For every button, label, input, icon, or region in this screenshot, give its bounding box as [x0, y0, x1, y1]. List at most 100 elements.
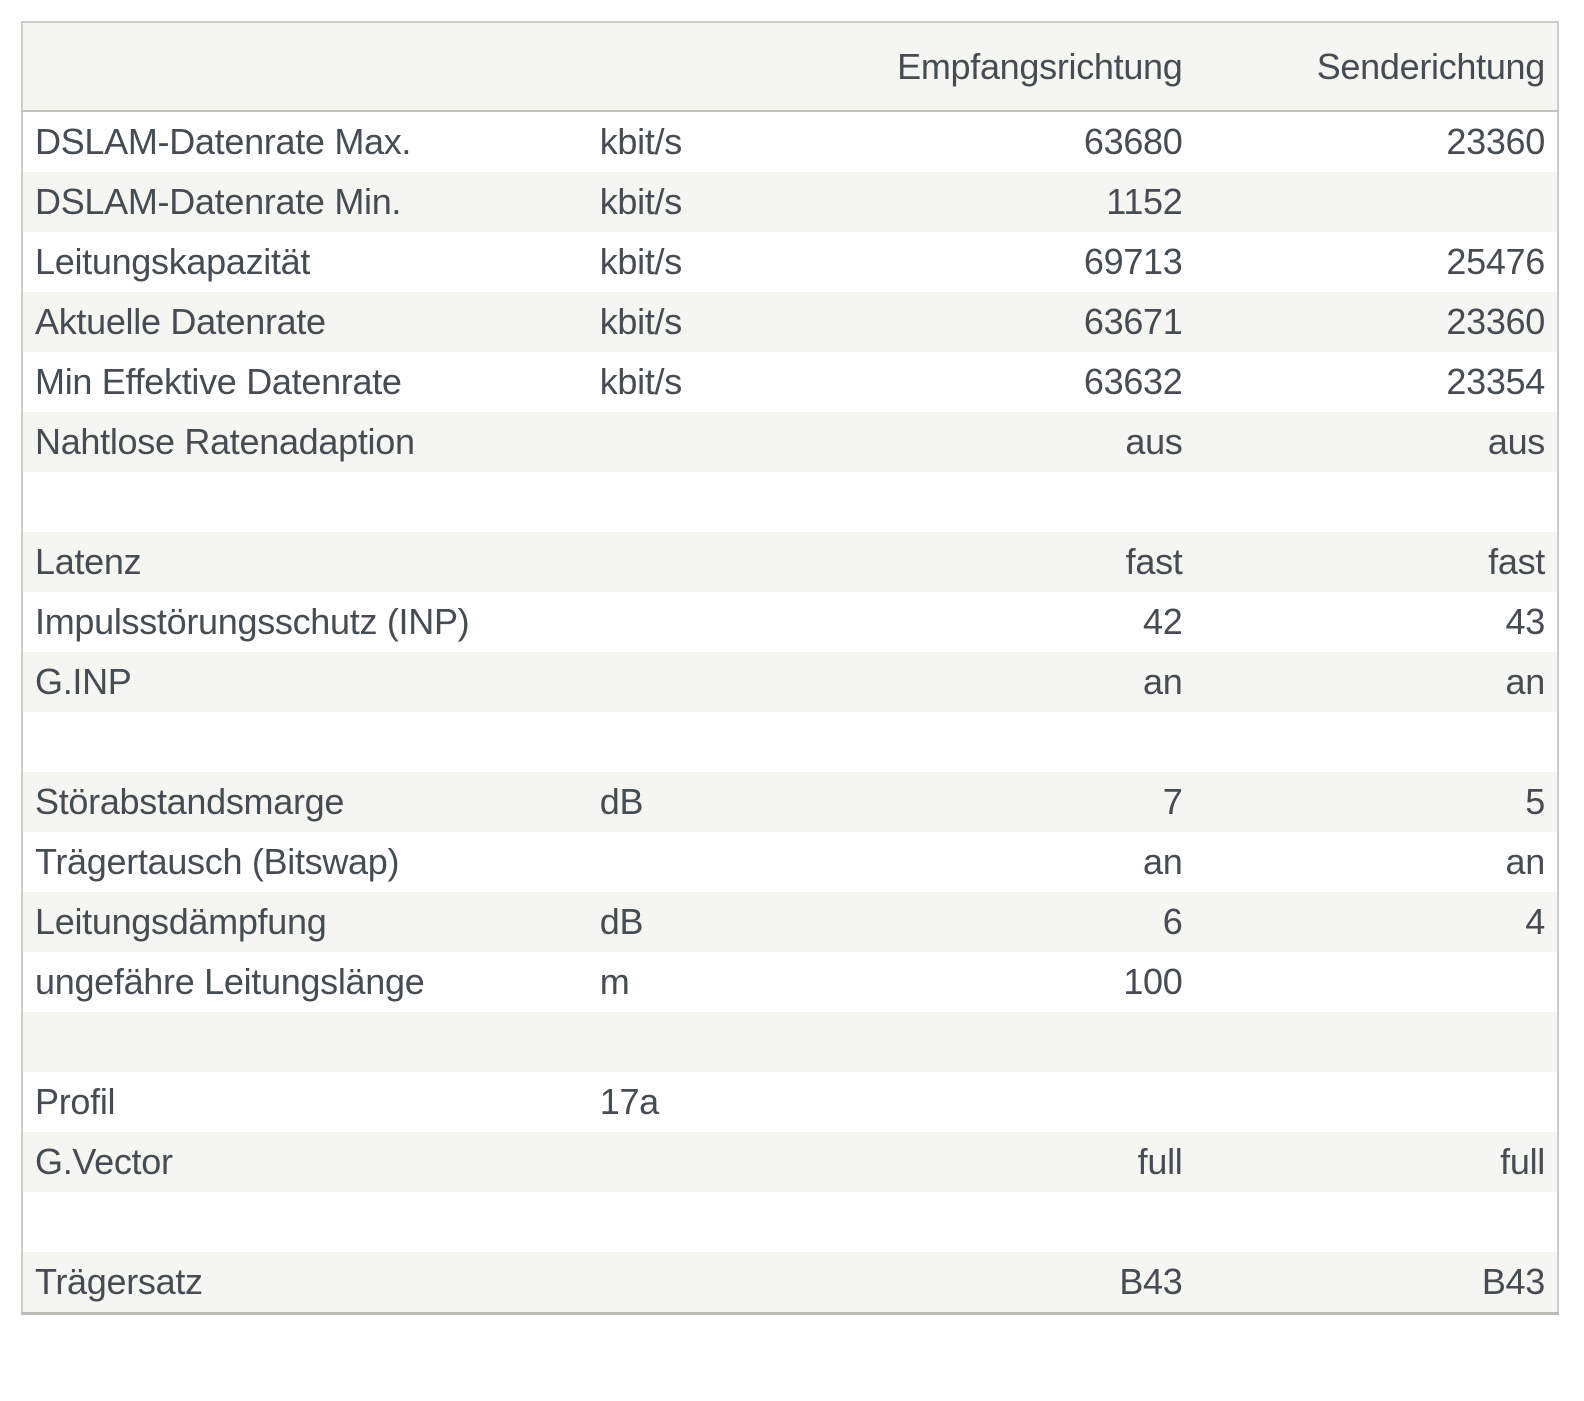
- cell-label: G.Vector: [35, 1141, 173, 1182]
- cell-label: Trägersatz: [35, 1261, 203, 1302]
- cell-senderichtung: 5: [1525, 781, 1545, 822]
- cell-empfangsrichtung: B43: [1119, 1261, 1183, 1302]
- cell-label: Min Effektive Datenrate: [35, 361, 402, 402]
- cell-empfangsrichtung: [884, 1012, 1194, 1072]
- header-senderichtung: Senderichtung: [1194, 22, 1558, 112]
- cell-senderichtung: an: [1505, 661, 1546, 702]
- cell-senderichtung: 43: [1505, 601, 1546, 642]
- cell-empfangsrichtung: [884, 1192, 1194, 1252]
- cell-senderichtung: aus: [1487, 421, 1545, 462]
- table-row: Trägertausch (Bitswap) an an: [22, 832, 1558, 892]
- cell-label: [22, 1192, 588, 1252]
- cell-empfangsrichtung: 100: [1123, 961, 1183, 1002]
- cell-label: [22, 712, 588, 772]
- table-row: [22, 712, 1558, 772]
- cell-senderichtung: 23360: [1446, 121, 1545, 162]
- cell-label: Aktuelle Datenrate: [35, 301, 326, 342]
- header-unit-column: [587, 22, 885, 112]
- cell-unit: 17a: [599, 1081, 659, 1122]
- table-row: DSLAM-Datenrate Max. kbit/s 63680 23360: [22, 111, 1558, 172]
- cell-label: G.INP: [35, 661, 132, 702]
- cell-senderichtung: 23354: [1446, 361, 1545, 402]
- cell-empfangsrichtung: fast: [1125, 541, 1183, 582]
- cell-unit: kbit/s: [599, 241, 683, 282]
- table-row: Aktuelle Datenrate kbit/s 63671 23360: [22, 292, 1558, 352]
- cell-unit: [588, 832, 884, 892]
- table-row: Störabstandsmarge dB 7 5: [22, 772, 1558, 832]
- cell-unit: [588, 532, 884, 592]
- cell-senderichtung: an: [1505, 841, 1546, 882]
- cell-senderichtung: fast: [1488, 541, 1545, 582]
- cell-empfangsrichtung: 42: [1143, 601, 1183, 642]
- cell-empfangsrichtung: full: [1137, 1141, 1183, 1182]
- table-row: Leitungskapazität kbit/s 69713 25476: [22, 232, 1558, 292]
- cell-label: DSLAM-Datenrate Max.: [35, 121, 412, 162]
- table-row: G.Vector full full: [22, 1132, 1558, 1192]
- table-row: [22, 1192, 1558, 1252]
- cell-label: Störabstandsmarge: [35, 781, 345, 822]
- cell-empfangsrichtung: 1152: [1106, 181, 1183, 222]
- cell-empfangsrichtung: an: [1143, 661, 1183, 702]
- cell-label: Leitungskapazität: [35, 241, 311, 282]
- cell-label: DSLAM-Datenrate Min.: [35, 181, 402, 222]
- cell-senderichtung: 4: [1525, 901, 1545, 942]
- cell-empfangsrichtung: [884, 472, 1194, 532]
- cell-senderichtung: [1195, 472, 1559, 532]
- cell-empfangsrichtung: [884, 712, 1194, 772]
- table-row: [22, 472, 1558, 532]
- cell-empfangsrichtung: 69713: [1083, 241, 1183, 282]
- cell-senderichtung: [1195, 712, 1559, 772]
- cell-label: Leitungsdämpfung: [35, 901, 327, 942]
- cell-unit: [588, 652, 884, 712]
- cell-unit: kbit/s: [599, 121, 683, 162]
- cell-senderichtung: 25476: [1446, 241, 1545, 282]
- cell-unit: [588, 1012, 884, 1072]
- cell-unit: dB: [599, 901, 644, 942]
- cell-unit: [588, 592, 884, 652]
- cell-empfangsrichtung: 63680: [1083, 121, 1183, 162]
- cell-unit: kbit/s: [599, 361, 683, 402]
- cell-unit: [588, 412, 884, 472]
- table-row: Impulsstörungsschutz (INP) 42 43: [22, 592, 1558, 652]
- table-row: Trägersatz B43 B43: [22, 1252, 1558, 1314]
- cell-unit: [588, 1252, 884, 1314]
- table-row: Leitungsdämpfung dB 6 4: [22, 892, 1558, 952]
- cell-unit: [588, 1192, 884, 1252]
- cell-empfangsrichtung: 63671: [1083, 301, 1183, 342]
- cell-empfangsrichtung: 63632: [1083, 361, 1183, 402]
- header-label-column: [22, 22, 588, 112]
- table-row: [22, 1012, 1558, 1072]
- cell-senderichtung: [1195, 952, 1559, 1012]
- cell-unit: m: [599, 961, 630, 1002]
- cell-senderichtung: [1195, 1192, 1559, 1252]
- cell-senderichtung: B43: [1481, 1261, 1545, 1302]
- cell-empfangsrichtung: an: [1143, 841, 1183, 882]
- cell-senderichtung: [1195, 1072, 1559, 1132]
- header-empfangsrichtung: Empfangsrichtung: [884, 22, 1195, 112]
- table-row: ungefähre Leitungslänge m 100: [22, 952, 1558, 1012]
- cell-label: [22, 472, 588, 532]
- table-row: Nahtlose Ratenadaption aus aus: [22, 412, 1558, 472]
- cell-senderichtung: [1195, 172, 1559, 232]
- cell-senderichtung: 23360: [1446, 301, 1545, 342]
- cell-unit: kbit/s: [599, 181, 683, 222]
- cell-unit: kbit/s: [599, 301, 683, 342]
- cell-senderichtung: [1195, 1012, 1559, 1072]
- cell-unit: [588, 1132, 884, 1192]
- cell-label: ungefähre Leitungslänge: [35, 961, 425, 1002]
- cell-label: [22, 1012, 588, 1072]
- table-row: DSLAM-Datenrate Min. kbit/s 1152: [22, 172, 1558, 232]
- cell-empfangsrichtung: 6: [1162, 901, 1183, 942]
- table-body: DSLAM-Datenrate Max. kbit/s 63680 23360 DSLA…: [22, 111, 1558, 1314]
- table-row: Profil 17a: [22, 1072, 1558, 1132]
- cell-empfangsrichtung: aus: [1125, 421, 1183, 462]
- table-row: G.INP an an: [22, 652, 1558, 712]
- table-header-row: Empfangsrichtung Senderichtung: [22, 22, 1558, 112]
- cell-label: Trägertausch (Bitswap): [35, 841, 400, 882]
- cell-empfangsrichtung: 7: [1162, 781, 1183, 822]
- cell-unit: dB: [599, 781, 644, 822]
- cell-label: Profil: [35, 1081, 116, 1122]
- cell-label: Latenz: [35, 541, 142, 582]
- cell-label: Nahtlose Ratenadaption: [35, 421, 415, 462]
- cell-label: Impulsstörungsschutz (INP): [35, 601, 470, 642]
